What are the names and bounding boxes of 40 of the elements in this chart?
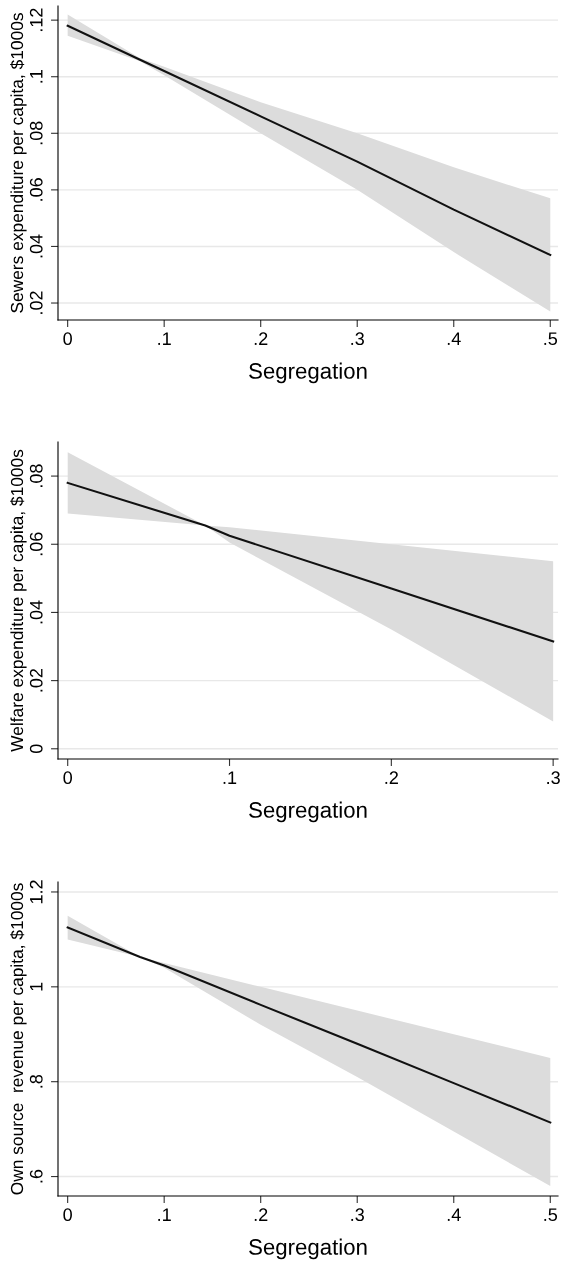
x-tick-label: .3 <box>351 332 364 346</box>
y-tick-label: .02 <box>29 668 43 692</box>
line-series <box>66 24 552 256</box>
x-tick-label: .1 <box>158 332 171 345</box>
x-axis-title: Segregation <box>249 362 367 384</box>
y-tick-label: .06 <box>29 178 43 201</box>
x-tick-label: .4 <box>447 1208 461 1221</box>
y-tick-label: .02 <box>29 291 43 314</box>
y-tick-label: 0 <box>29 744 43 754</box>
y-tick-label: .06 <box>29 532 43 556</box>
y-axis-title: Own source revenue per capita, $1000s <box>10 883 27 1195</box>
y-tick-label: .12 <box>29 8 43 32</box>
x-tick-label: .2 <box>254 332 268 345</box>
x-tick-label: 0 <box>63 332 72 346</box>
x-tick-label: .3 <box>547 771 560 785</box>
x-tick-label: .4 <box>447 332 461 345</box>
y-tick-label: .08 <box>29 464 43 487</box>
x-tick-label: .2 <box>385 771 398 784</box>
x-tick-label: 0 <box>63 771 73 785</box>
x-axis-title: Segregation <box>249 1238 367 1260</box>
y-tick-label: 1.2 <box>29 880 43 904</box>
y-tick-label: .6 <box>29 1169 43 1183</box>
y-tick-label: .8 <box>29 1074 43 1088</box>
x-tick-label: .2 <box>254 1208 268 1221</box>
y-tick-label: .1 <box>30 70 43 83</box>
y-axis-title: Welfare expenditure per capita, $1000s <box>10 449 27 752</box>
x-tick-label: .3 <box>351 1208 364 1222</box>
x-axis-title: Segregation <box>249 801 367 823</box>
y-tick-label: .04 <box>29 234 43 258</box>
x-tick-label: .5 <box>544 332 558 346</box>
y-tick-label: .08 <box>29 121 43 145</box>
x-tick-label: .1 <box>223 771 237 784</box>
y-tick-label: .04 <box>29 600 43 624</box>
line-series <box>66 481 555 643</box>
x-tick-label: 0 <box>63 1208 72 1222</box>
line-series <box>66 926 552 1124</box>
y-tick-label: 1 <box>30 982 43 991</box>
y-axis-title: Sewers expenditure per capita, $1000s <box>10 13 27 313</box>
x-tick-label: .1 <box>158 1208 171 1221</box>
x-tick-label: .5 <box>544 1208 558 1222</box>
